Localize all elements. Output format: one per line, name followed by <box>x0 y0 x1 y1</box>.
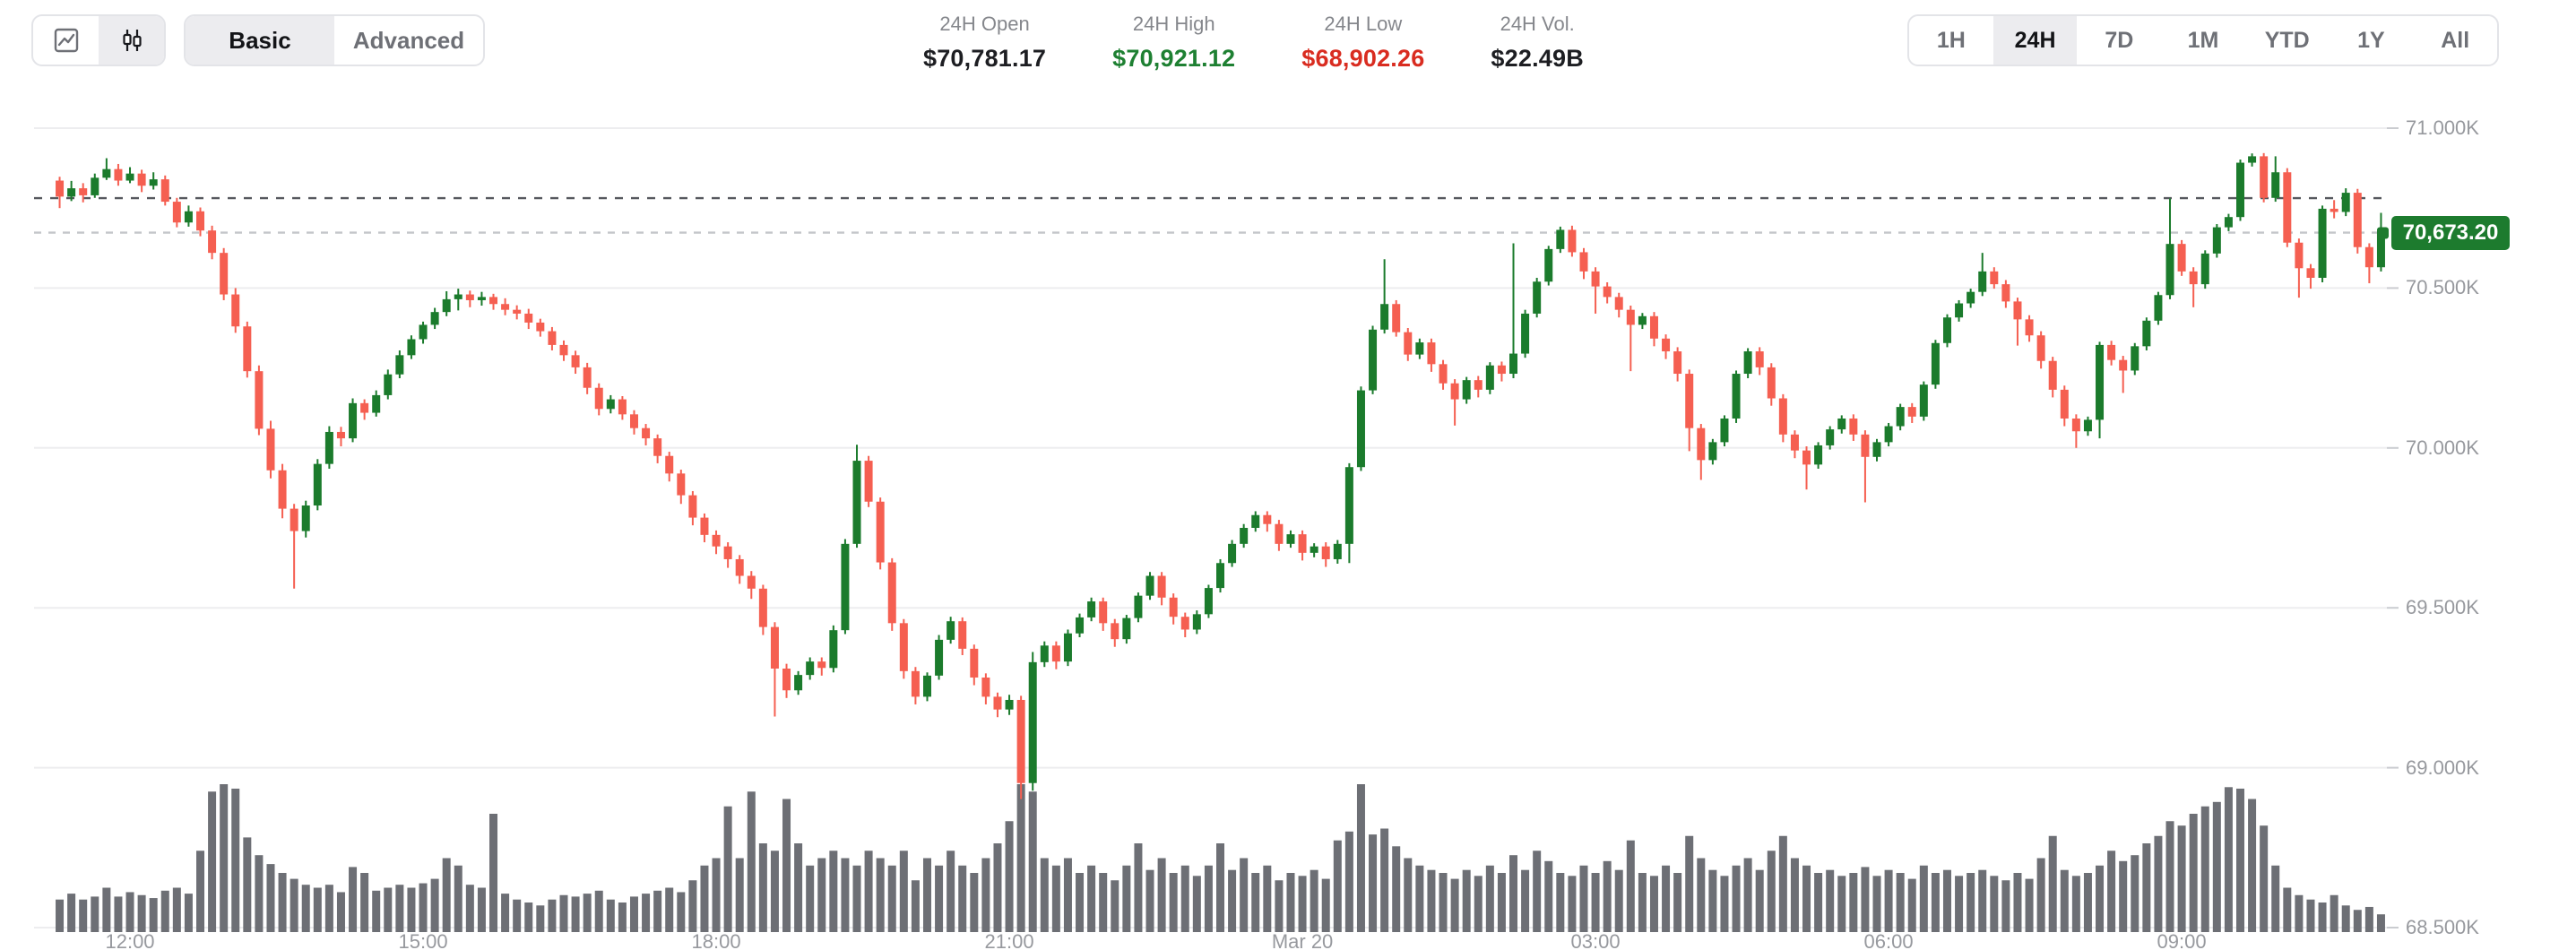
last-price-tag: 70,673.20 <box>2391 215 2510 250</box>
stat-value: $22.49B <box>1491 45 1584 72</box>
x-axis-label: 06:00 <box>1863 930 1914 950</box>
y-axis-label: 69.000K <box>2406 756 2479 779</box>
tab-basic[interactable]: Basic <box>186 16 334 65</box>
chart-type-switcher <box>31 14 166 66</box>
stat-label: 24H High <box>1132 13 1215 35</box>
range-all[interactable]: All <box>2441 27 2470 53</box>
x-axis-label: 03:00 <box>1570 930 1621 950</box>
stat-value: $70,921.12 <box>1112 45 1236 72</box>
last-price-marker <box>2377 227 2389 239</box>
y-axis-label: 69.500K <box>2406 596 2479 619</box>
toolbar: Basic Advanced 24H Open $70,781.17 24H H… <box>0 0 2576 100</box>
mode-tabs: Basic Advanced <box>184 14 485 66</box>
x-axis-label: Mar 20 <box>1271 930 1334 950</box>
range-ytd[interactable]: YTD <box>2264 27 2310 53</box>
candlestick-chart-icon <box>118 27 145 54</box>
stat-24h-high: 24H High $70,921.12 <box>1112 13 1235 73</box>
x-axis-label: 12:00 <box>105 930 155 950</box>
range-1m[interactable]: 1M <box>2187 27 2219 53</box>
x-axis-label: 09:00 <box>2157 930 2207 950</box>
time-range-switcher: 1H 24H 7D 1M YTD 1Y All <box>1907 14 2499 66</box>
y-axis-label: 70.000K <box>2406 436 2479 459</box>
stat-value: $70,781.17 <box>923 45 1047 72</box>
range-1h[interactable]: 1H <box>1936 27 1966 53</box>
x-axis-label: 21:00 <box>984 930 1034 950</box>
y-axis-label: 70.500K <box>2406 276 2479 299</box>
x-axis-label: 18:00 <box>691 930 741 950</box>
stat-label: 24H Vol. <box>1500 13 1575 35</box>
tab-advanced[interactable]: Advanced <box>352 26 465 54</box>
stat-label: 24H Open <box>939 13 1030 35</box>
range-24h[interactable]: 24H <box>1993 16 2078 65</box>
stat-24h-low: 24H Low $68,902.26 <box>1301 13 1424 73</box>
stat-24h-open: 24H Open $70,781.17 <box>923 13 1046 73</box>
y-axis-label: 68.500K <box>2406 916 2479 938</box>
line-chart-icon <box>53 27 80 54</box>
stats-row: 24H Open $70,781.17 24H High $70,921.12 … <box>923 13 1584 73</box>
stat-value: $68,902.26 <box>1301 45 1425 72</box>
stat-24h-vol: 24H Vol. $22.49B <box>1491 13 1583 73</box>
y-axis-label: 71.000K <box>2406 117 2479 139</box>
range-7d[interactable]: 7D <box>2105 27 2134 53</box>
stat-label: 24H Low <box>1324 13 1403 35</box>
candlestick-chart-button[interactable] <box>99 16 164 65</box>
x-axis-label: 15:00 <box>398 930 448 950</box>
line-chart-button[interactable] <box>33 16 99 65</box>
range-1y[interactable]: 1Y <box>2357 27 2385 53</box>
